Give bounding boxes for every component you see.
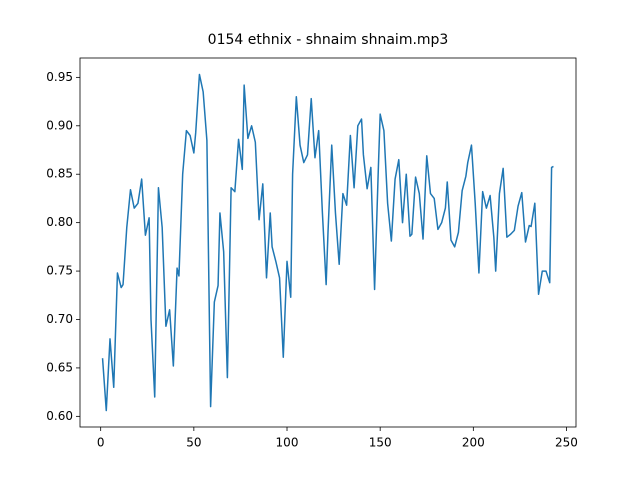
x-tick-label: 50 — [186, 436, 201, 450]
y-tick-label: 0.90 — [46, 118, 73, 132]
x-tick-label: 0 — [97, 436, 105, 450]
data-line — [101, 73, 554, 412]
y-tick-label: 0.95 — [46, 70, 73, 84]
plot-frame — [79, 57, 577, 428]
y-tick-label: 0.75 — [46, 264, 73, 278]
y-tick-label: 0.65 — [46, 360, 73, 374]
y-tick-label: 0.60 — [46, 409, 73, 423]
y-tick-label: 0.85 — [46, 167, 73, 181]
x-tick-label: 200 — [462, 436, 485, 450]
x-tick-label: 150 — [369, 436, 392, 450]
chart-title: 0154 ethnix - shnaim shnaim.mp3 — [208, 32, 449, 48]
y-tick-label: 0.80 — [46, 215, 73, 229]
x-tick-label: 250 — [555, 436, 578, 450]
y-tick-label: 0.70 — [46, 312, 73, 326]
x-tick-label: 100 — [276, 436, 299, 450]
